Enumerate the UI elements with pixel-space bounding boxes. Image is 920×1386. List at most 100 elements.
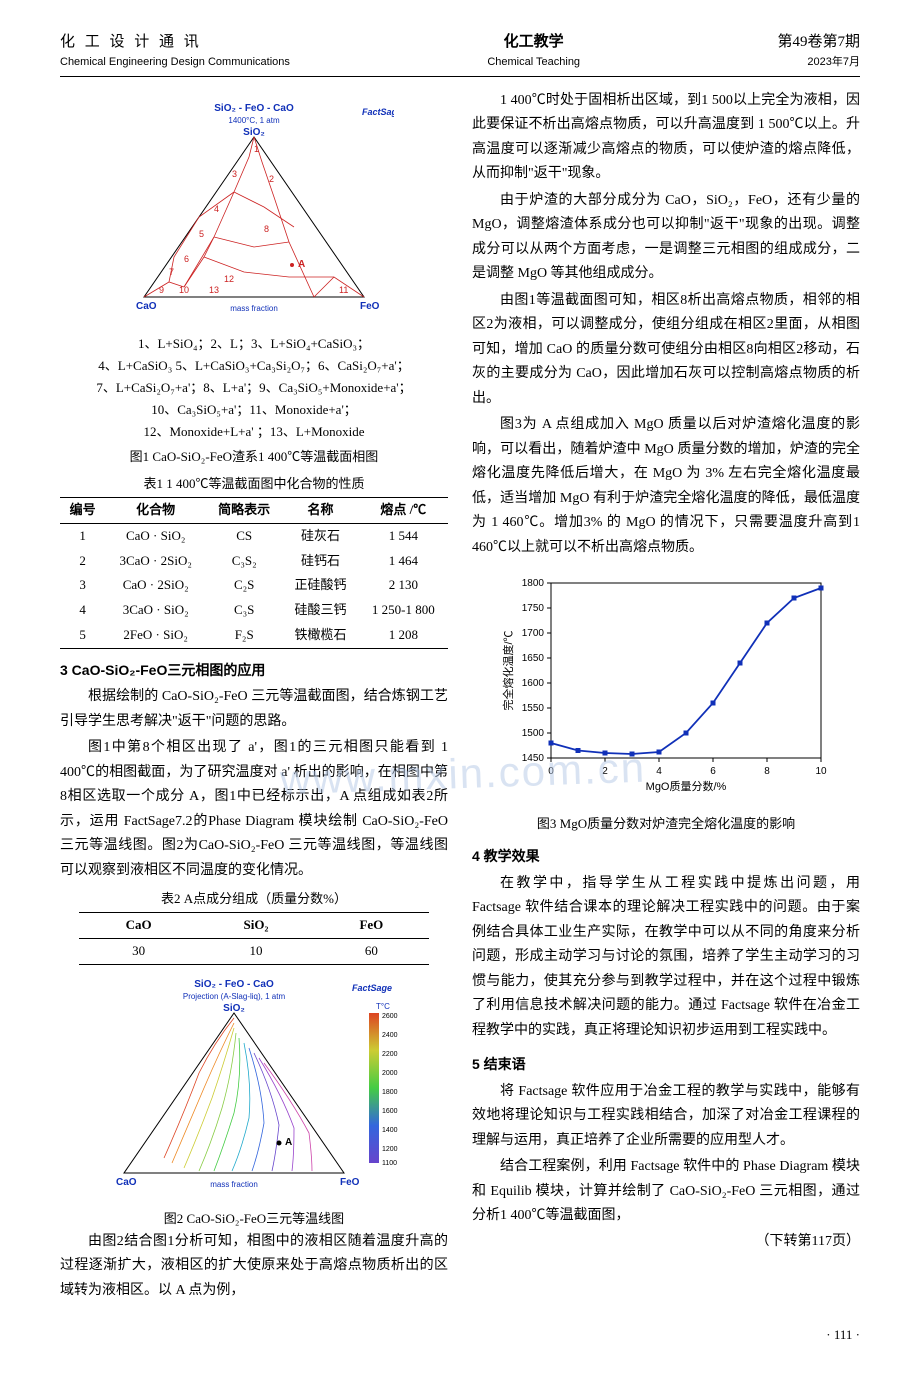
svg-text:1700: 1700 <box>522 628 545 639</box>
svg-text:6: 6 <box>184 254 189 264</box>
svg-text:1450: 1450 <box>522 753 545 764</box>
svg-text:6: 6 <box>710 766 716 777</box>
section-4-title: 4 教学效果 <box>472 845 860 867</box>
svg-text:8: 8 <box>264 224 269 234</box>
fig1-legend: 1、L+SiO₄；2、L；3、L+SiO₄+CaSiO₃； 4、L+CaSiO₃… <box>60 333 448 443</box>
fig2-title: SiO₂ - FeO - CaO <box>194 979 274 990</box>
svg-text:4: 4 <box>214 204 219 214</box>
td: 硅灰石 <box>282 523 358 548</box>
fig2-point-a-label: A <box>285 1137 292 1148</box>
figure-2: SiO₂ - FeO - CaO Projection (A-Slag-liq)… <box>60 973 448 1201</box>
legend-line: 10、Ca₃SiO₅+a'；11、Monoxide+a'； <box>60 399 448 421</box>
header-right: 第49卷第7期 2023年7月 <box>777 30 860 72</box>
para: 在教学中，指导学生从工程实践中提炼出问题，用 Factsage 软件结合课本的理… <box>472 872 860 1044</box>
fig3-caption: 图3 MgO质量分数对炉渣完全熔化温度的影响 <box>472 814 860 835</box>
svg-text:完全熔化温度/℃: 完全熔化温度/℃ <box>501 631 515 711</box>
td: C₂S <box>206 573 282 598</box>
td: 2FeO · SiO₂ <box>105 623 206 648</box>
svg-text:11: 11 <box>339 285 348 295</box>
td: 1 464 <box>359 549 448 574</box>
table-2: CaO SiO₂ FeO 30 10 60 <box>79 912 428 965</box>
para: 由图2结合图1分析可知，相图中的液相区随着温度升高的过程逐渐扩大，液相区的扩大使… <box>60 1230 448 1304</box>
svg-text:1200: 1200 <box>382 1146 398 1153</box>
figure-1: SiO₂ - FeO - CaO 1400°C, 1 atm FactSage <box>60 97 448 325</box>
td: 10 <box>198 938 314 964</box>
td: 3CaO · 2SiO₂ <box>105 549 206 574</box>
svg-text:5: 5 <box>199 229 204 239</box>
svg-text:1650: 1650 <box>522 653 545 664</box>
fig2-caption: 图2 CaO-SiO₂-FeO三元等温线图 <box>60 1209 448 1230</box>
svg-text:1: 1 <box>254 144 259 154</box>
section-5-title: 5 结束语 <box>472 1053 860 1075</box>
fig1-subtitle: 1400°C, 1 atm <box>228 116 280 125</box>
para: 图1中第8个相区出现了 a'，图1的三元相图只能看到 1 400℃的相图截面，为… <box>60 736 448 883</box>
figure-3: 145015001550160016501700175018000246810M… <box>472 568 860 806</box>
svg-text:12: 12 <box>224 274 234 284</box>
svg-text:MgO质量分数/%: MgO质量分数/% <box>646 780 727 793</box>
svg-text:9: 9 <box>159 285 164 295</box>
svg-text:1100: 1100 <box>382 1160 397 1167</box>
svg-text:T°C: T°C <box>376 1002 390 1011</box>
legend-line: 12、Monoxide+L+a' ；13、L+Monoxide <box>60 421 448 443</box>
svg-text:1500: 1500 <box>522 728 545 739</box>
svg-text:2000: 2000 <box>382 1070 398 1077</box>
page-number: · 111 · <box>60 1325 860 1346</box>
fig2-logo: FactSage <box>352 983 392 993</box>
para: 1 400℃时处于固相析出区域，到1 500以上完全为液相，因此要保证不析出高熔… <box>472 89 860 187</box>
svg-text:2400: 2400 <box>382 1032 398 1039</box>
vertex-cao: CaO <box>136 301 157 312</box>
vertex-feo: FeO <box>360 301 380 312</box>
td: C₃S₂ <box>206 549 282 574</box>
page-header: 化 工 设 计 通 讯 Chemical Engineering Design … <box>60 30 860 77</box>
svg-text:1800: 1800 <box>522 578 545 589</box>
legend-line: 4、L+CaSiO₃ 5、L+CaSiO₃+Ca₃Si₂O₇；6、CaSi₂O₇… <box>60 355 448 377</box>
td: 正硅酸钙 <box>282 573 358 598</box>
journal-cn: 化 工 设 计 通 讯 <box>60 30 290 54</box>
svg-text:7: 7 <box>169 267 174 277</box>
issue-date: 2023年7月 <box>777 54 860 72</box>
section-3-title: 3 CaO-SiO₂-FeO三元相图的应用 <box>60 659 448 681</box>
svg-text:1600: 1600 <box>522 678 545 689</box>
svg-text:0: 0 <box>548 766 554 777</box>
vertex-sio2: SiO₂ <box>243 127 265 138</box>
table-1: 编号 化合物 简略表示 名称 熔点 /℃ 1CaO · SiO₂CS硅灰石1 5… <box>60 497 448 649</box>
axis-label: mass fraction <box>230 304 278 313</box>
para: 结合工程案例，利用 Factsage 软件中的 Phase Diagram 模块… <box>472 1155 860 1229</box>
section-cn: 化工教学 <box>290 30 778 54</box>
svg-text:2: 2 <box>602 766 608 777</box>
svg-text:1550: 1550 <box>522 703 545 714</box>
svg-text:13: 13 <box>209 285 219 295</box>
svg-text:10: 10 <box>179 285 189 295</box>
table1-caption: 表1 1 400℃等温截面图中化合物的性质 <box>60 474 448 495</box>
td: CS <box>206 523 282 548</box>
section-en: Chemical Teaching <box>290 54 778 72</box>
fig2-axis-label: mass fraction <box>210 1180 258 1189</box>
right-column: 1 400℃时处于固相析出区域，到1 500以上完全为液相，因此要保证不析出高熔… <box>472 89 860 1306</box>
svg-text:10: 10 <box>815 766 827 777</box>
td: 1 544 <box>359 523 448 548</box>
content-columns: SiO₂ - FeO - CaO 1400°C, 1 atm FactSage <box>60 89 860 1306</box>
svg-text:2600: 2600 <box>382 1013 398 1020</box>
phase-lines <box>144 137 364 297</box>
td: 60 <box>314 938 428 964</box>
fig2-point-a <box>277 1140 282 1145</box>
td: 1 208 <box>359 623 448 648</box>
fig2-vertex-left: CaO <box>116 1177 137 1188</box>
left-column: SiO₂ - FeO - CaO 1400°C, 1 atm FactSage <box>60 89 448 1306</box>
td: 3 <box>60 573 105 598</box>
td: 硅酸三钙 <box>282 598 358 623</box>
region-numbers: 123 456 789 101112 13 <box>159 144 348 295</box>
legend-line: 7、L+CaSi₂O₇+a'；8、L+a'；9、Ca₃SiO₅+Monoxide… <box>60 377 448 399</box>
ternary-diagram-2: SiO₂ - FeO - CaO Projection (A-Slag-liq)… <box>104 973 404 1193</box>
svg-text:2200: 2200 <box>382 1051 398 1058</box>
svg-text:2: 2 <box>269 174 274 184</box>
th: FeO <box>314 913 428 939</box>
svg-text:1750: 1750 <box>522 603 545 614</box>
td: 硅钙石 <box>282 549 358 574</box>
point-a-label: A <box>298 259 305 270</box>
legend-line: 1、L+SiO₄；2、L；3、L+SiO₄+CaSiO₃； <box>60 333 448 355</box>
header-left: 化 工 设 计 通 讯 Chemical Engineering Design … <box>60 30 290 72</box>
fig2-subtitle: Projection (A-Slag-liq), 1 atm <box>183 992 286 1001</box>
th: 简略表示 <box>206 498 282 524</box>
fig1-caption: 图1 CaO-SiO₂-FeO渣系1 400℃等温截面相图 <box>60 447 448 468</box>
